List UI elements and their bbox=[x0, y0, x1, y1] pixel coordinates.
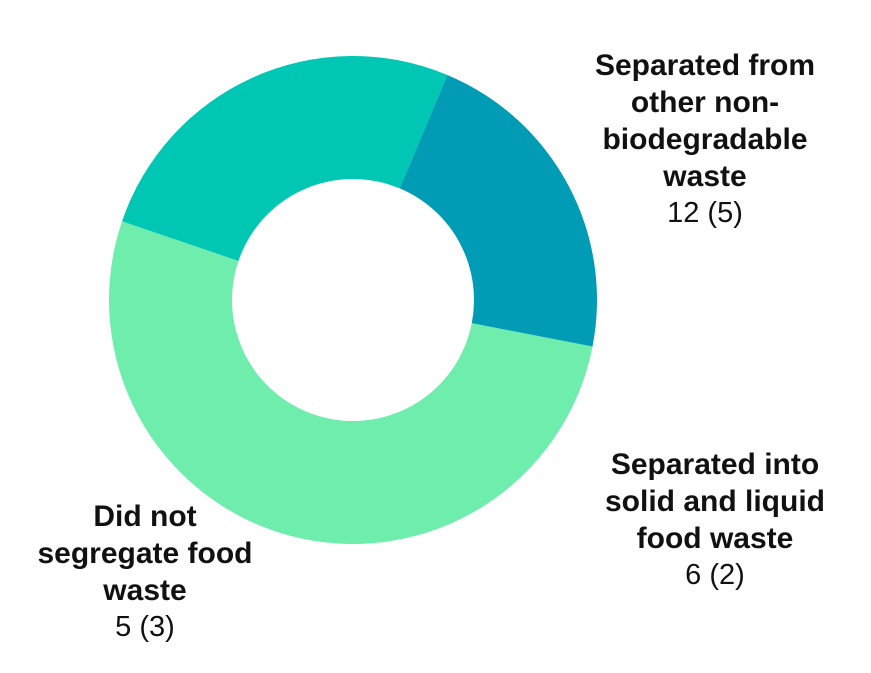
slice-separated-non-biodegradable bbox=[108, 221, 593, 545]
slice-name: Did not segregate food waste bbox=[37, 500, 253, 607]
donut-slices bbox=[108, 55, 597, 545]
slice-value: 5 (3) bbox=[115, 611, 175, 643]
slice-value: 12 (5) bbox=[667, 197, 743, 229]
slice-label-did-not-segregate: Did not segregate food waste 5 (3) bbox=[30, 498, 260, 646]
slice-name: Separated from other non-biodegradable w… bbox=[594, 49, 816, 193]
slice-name: Separated into solid and liquid food was… bbox=[605, 448, 825, 555]
slice-did-not-segregate bbox=[399, 74, 597, 347]
slice-value: 6 (2) bbox=[685, 559, 745, 591]
slice-label-separated-non-biodegradable: Separated from other non-biodegradable w… bbox=[560, 47, 850, 232]
slice-label-solid-liquid: Separated into solid and liquid food was… bbox=[575, 446, 855, 594]
slice-solid-liquid bbox=[122, 55, 448, 261]
